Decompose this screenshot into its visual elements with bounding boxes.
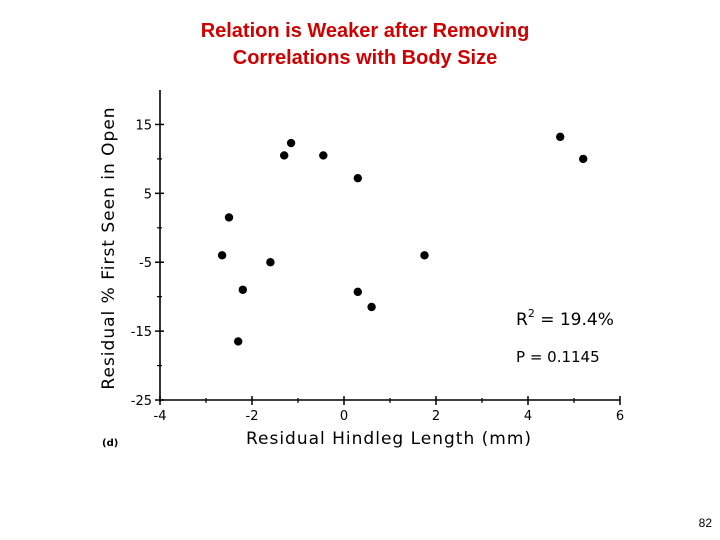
y-tick-label: 15 (135, 118, 152, 133)
data-point (556, 132, 565, 142)
y-tick-label: -5 (139, 256, 152, 271)
slide-title-line1: Relation is Weaker after Removing (200, 20, 530, 42)
data-point (234, 337, 243, 346)
data-point (420, 251, 429, 260)
y-axis-label: Residual % First Seen in Open (99, 106, 119, 389)
y-tick-label: -25 (131, 394, 152, 409)
y-axis-ticks: -25 -15 -5 5 15 (131, 118, 164, 409)
x-tick-label: -2 (246, 409, 259, 424)
data-point (367, 302, 376, 312)
data-point (224, 213, 234, 222)
slide-title: Relation is Weaker after Removing Correl… (0, 18, 720, 72)
y-tick-label: -15 (131, 325, 152, 340)
r-squared-exponent: 2 (528, 307, 535, 320)
r-squared-value: = 19.4% (535, 310, 614, 330)
x-axis-label: Residual Hindleg Length (mm) (246, 429, 532, 449)
x-tick-label: 4 (524, 409, 532, 424)
data-points (217, 132, 588, 346)
x-tick-label: -4 (154, 409, 167, 424)
data-point (280, 151, 289, 160)
data-point (286, 138, 296, 148)
data-point (266, 258, 275, 267)
data-point (238, 285, 247, 294)
p-value-annotation: P = 0.1145 (516, 348, 600, 366)
data-point (579, 154, 588, 164)
y-tick-label: 5 (144, 187, 152, 202)
panel-label: (d) (102, 438, 118, 449)
data-point (353, 287, 362, 297)
x-tick-label: 2 (432, 409, 440, 424)
page-number: 82 (698, 516, 712, 530)
slide-title-line2: Correlations with Body Size (232, 47, 498, 69)
x-tick-label: 6 (616, 409, 624, 424)
data-point (217, 251, 227, 260)
data-point (353, 173, 362, 183)
data-point (319, 151, 328, 160)
r-squared-prefix: R (516, 310, 528, 330)
r-squared-annotation: R2 = 19.4% (516, 307, 614, 330)
x-tick-label: 0 (340, 409, 348, 424)
